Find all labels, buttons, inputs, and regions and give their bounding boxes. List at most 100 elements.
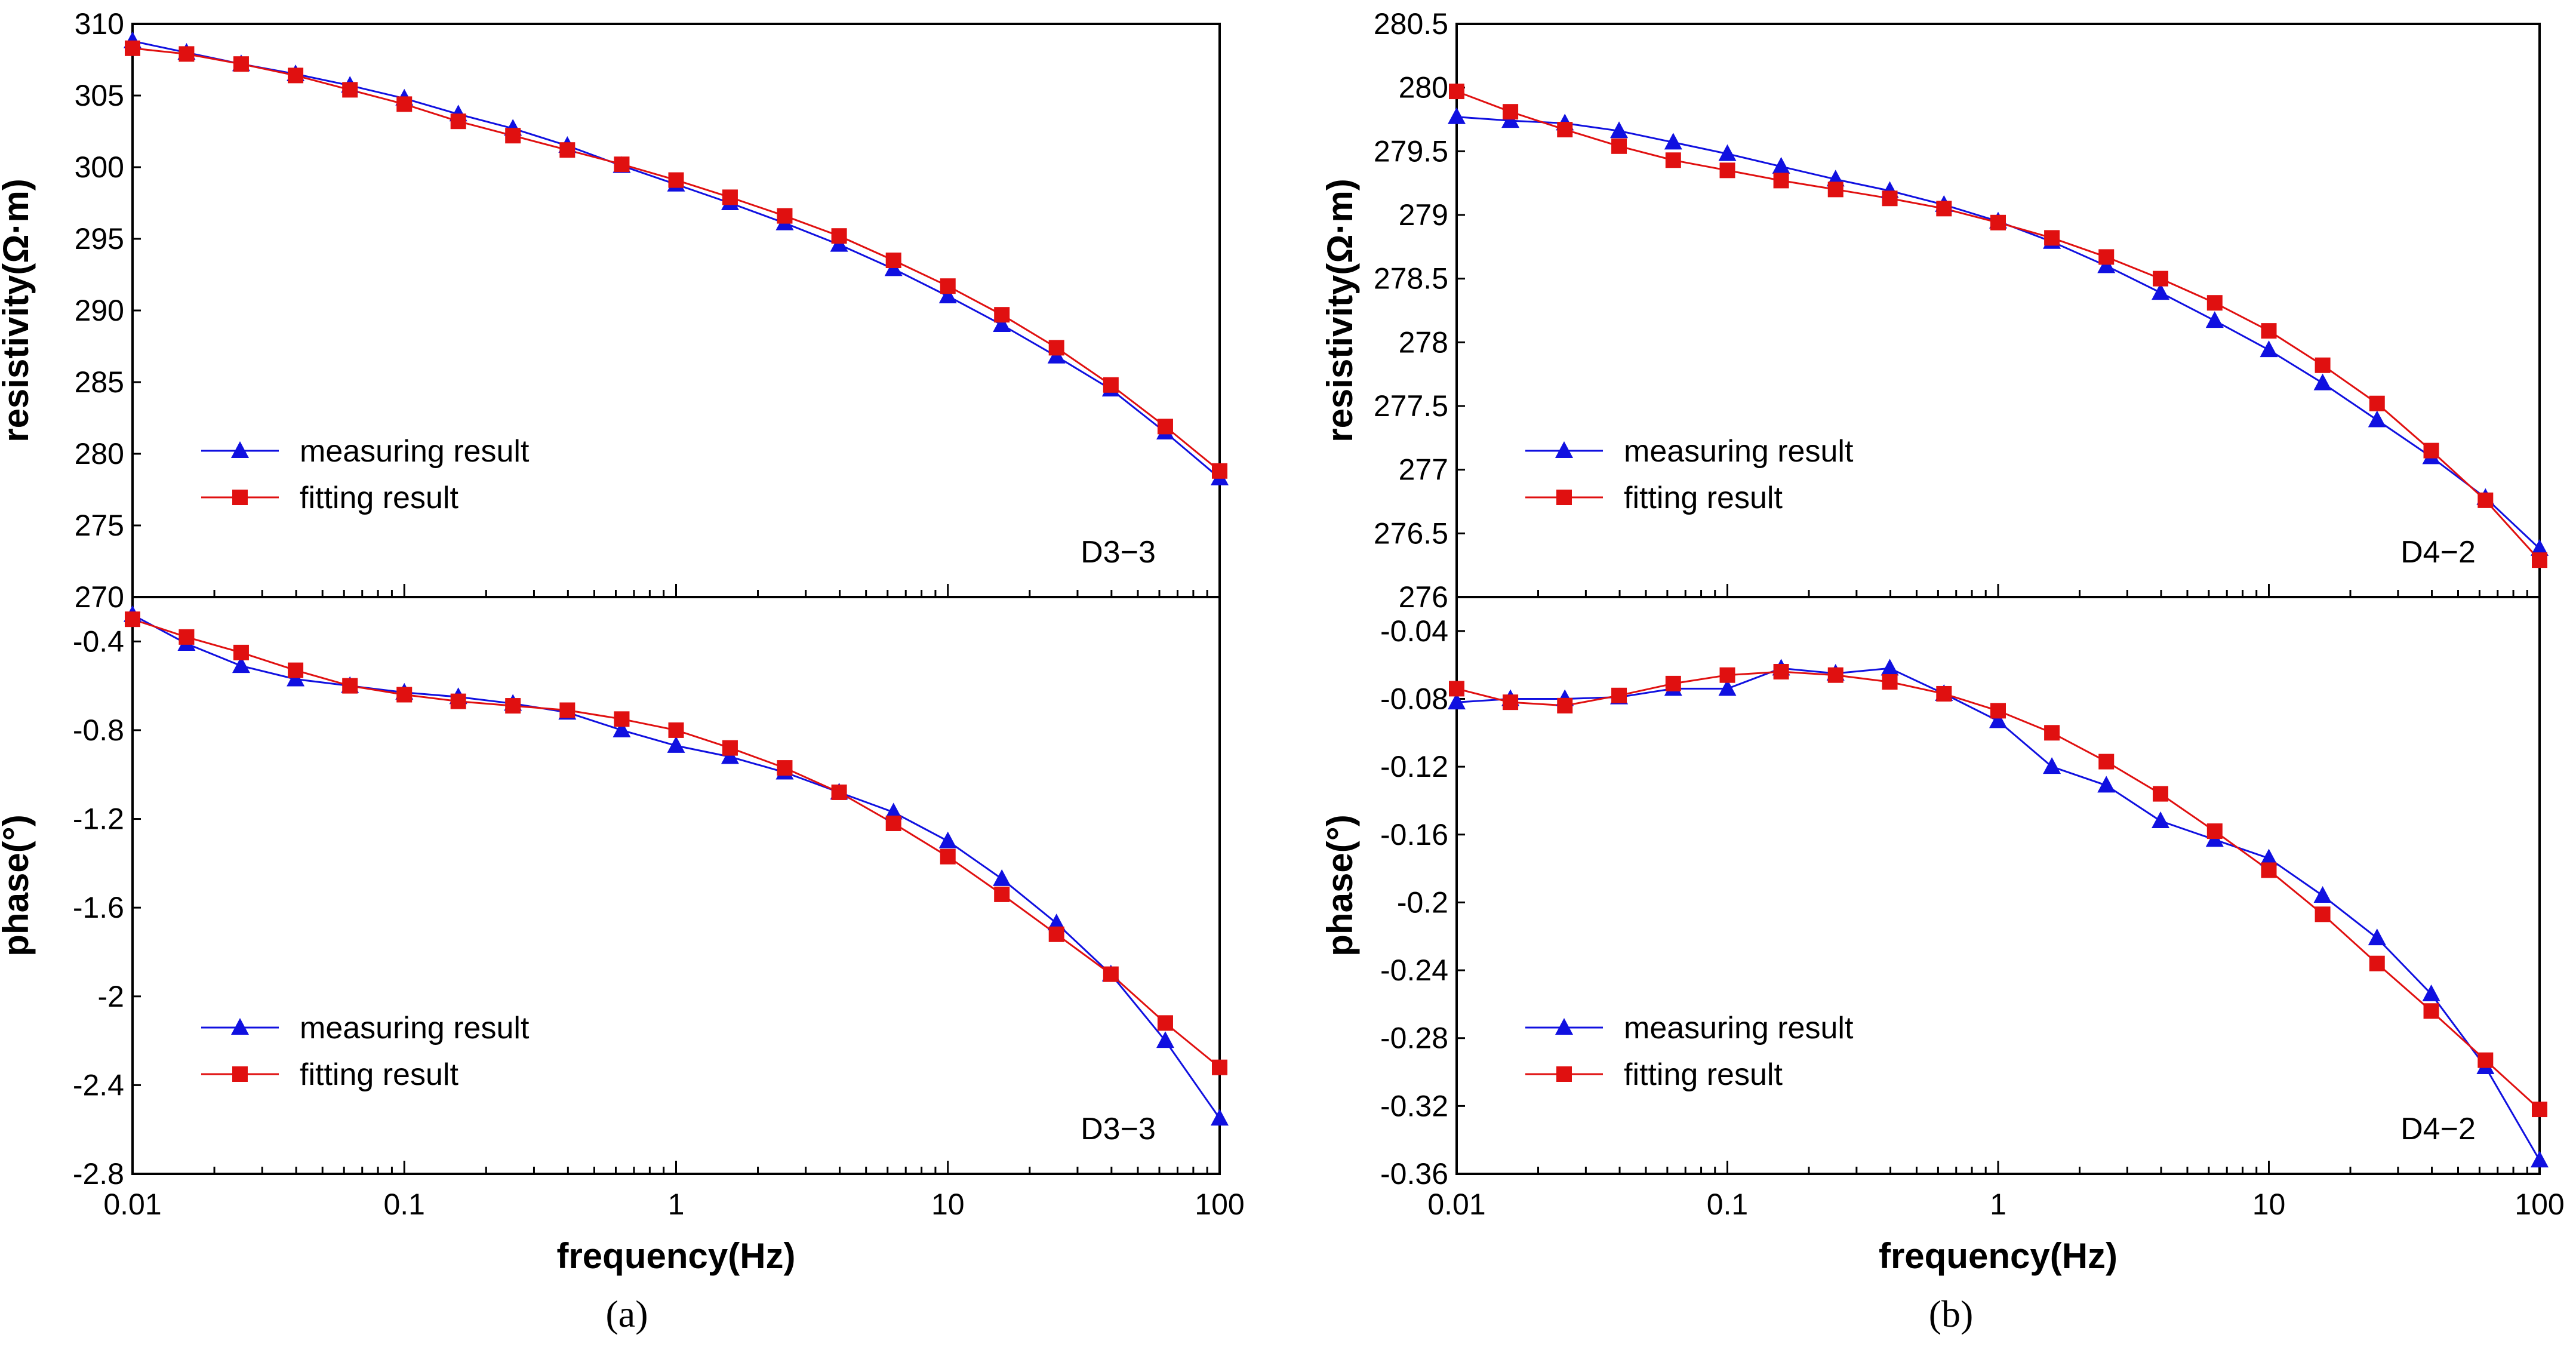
- chart-2-y-tick-label: 276: [1399, 580, 1448, 614]
- chart-1-y-tick-label: -0.8: [73, 714, 124, 747]
- chart-3-x-tick-label: 10: [2252, 1188, 2286, 1221]
- chart-0-fitting-point: [831, 228, 847, 244]
- chart-2-measuring-point: [1610, 121, 1629, 139]
- chart-1-fitting-point: [125, 611, 140, 628]
- chart-2-fitting-point: [1665, 152, 1681, 168]
- chart-1-fitting-point: [505, 698, 521, 714]
- chart-2-measuring-point: [2205, 311, 2224, 328]
- chart-2-fitting-point: [2153, 270, 2169, 287]
- chart-3-x-tick-label: 0.1: [1707, 1188, 1749, 1221]
- chart-0-y-tick-label: 270: [75, 580, 124, 614]
- chart-3-y-tick-label: -0.32: [1380, 1089, 1448, 1122]
- chart-0-fitting-point: [125, 40, 140, 56]
- chart-1-fitting-point: [940, 848, 956, 865]
- chart-3-y-tick-label: -0.12: [1380, 750, 1448, 783]
- chart-2-y-tick-label: 279: [1399, 198, 1448, 232]
- chart-2-fitting-point: [1936, 201, 1952, 217]
- chart-1-fitting-point: [288, 662, 304, 678]
- chart-3-fitting-point: [2044, 725, 2060, 741]
- chart-3-fitting-point: [2369, 955, 2385, 971]
- chart-1-measuring-point: [1047, 914, 1066, 931]
- chart-2-y-tick-label: 280.5: [1374, 7, 1448, 41]
- chart-1-measuring-point: [1156, 1031, 1174, 1048]
- chart-0-y-tick-label: 310: [75, 7, 124, 41]
- chart-3-measuring-point: [2260, 848, 2278, 866]
- chart-1-y-tick-label: -1.6: [73, 891, 124, 924]
- chart-2-measuring-point: [1448, 107, 1466, 124]
- chart-2-measuring-point: [2531, 539, 2549, 556]
- chart-0-fitting-point: [559, 142, 575, 158]
- chart-3-fitting-point: [2261, 862, 2277, 878]
- chart-0-y-tick-label: 300: [75, 150, 124, 184]
- chart-0-legend-label-measuring: measuring result: [300, 434, 530, 469]
- plot-b-bottom: -0.04 -0.08 -0.12 -0.16 -0.2 -0.24 -0.28 -0.32 -…: [1320, 596, 2565, 1276]
- chart-1-x-tick-label: 1: [668, 1188, 685, 1221]
- chart-2-measuring-point: [2152, 283, 2170, 300]
- chart-0-sample-label: D3−3: [1081, 535, 1156, 570]
- chart-1-fitting-point: [1048, 926, 1064, 942]
- chart-2-y-tick-label: 278: [1399, 325, 1448, 359]
- chart-3-fitting-point: [1773, 664, 1789, 680]
- chart-1-y-tick-label: -0.4: [73, 625, 124, 658]
- chart-0-legend-marker-measuring: [231, 441, 249, 458]
- chart-0-measuring-point: [993, 315, 1011, 332]
- chart-0-measuring-point: [938, 287, 957, 303]
- chart-2-fitting-point: [2315, 357, 2331, 373]
- chart-1-fitting-point: [559, 702, 575, 718]
- chart-1-x-tick-label: 100: [1195, 1188, 1244, 1221]
- chart-1-fitting-point: [777, 760, 793, 776]
- chart-0-fitting-point: [450, 113, 466, 130]
- chart-3-measuring-point: [1448, 693, 1466, 710]
- chart-1-legend-label-measuring: measuring result: [300, 1011, 530, 1045]
- chart-1-measuring-point: [1211, 1109, 1229, 1126]
- chart-1-measuring-point: [993, 869, 1011, 886]
- chart-2-fitting-point: [1827, 182, 1843, 198]
- chart-3-measuring-point: [2368, 928, 2386, 946]
- panel-label-b: (b): [1929, 1293, 1974, 1335]
- chart-2-fitting-point: [2261, 323, 2277, 339]
- chart-2-measuring-point: [1664, 133, 1682, 150]
- chart-2-fitting-point: [1719, 162, 1735, 179]
- chart-0-y-tick-label: 290: [75, 294, 124, 327]
- chart-2-y-tick-label: 277: [1399, 453, 1448, 487]
- chart-2-y-tick-label: 280: [1399, 71, 1448, 104]
- chart-3-fitting-point: [2098, 754, 2115, 770]
- chart-1-fitting-point: [450, 693, 466, 709]
- chart-2-y-tick-label: 277.5: [1374, 389, 1448, 423]
- chart-1-x-tick-label: 0.1: [383, 1188, 425, 1221]
- chart-3-legend-label-measuring: measuring result: [1624, 1011, 1854, 1045]
- chart-3-fitting-point: [2423, 1003, 2439, 1019]
- chart-0-fitting-point: [777, 208, 793, 224]
- chart-3-measuring-point: [2422, 984, 2440, 1001]
- chart-2-sample-label: D4−2: [2400, 535, 2476, 570]
- chart-1-fitting-point: [831, 784, 847, 800]
- chart-0-fitting-point: [614, 156, 630, 173]
- chart-3-y-tick-label: -0.2: [1397, 885, 1448, 919]
- chart-2-y-tick-label: 276.5: [1374, 516, 1448, 550]
- chart-1-fitting-point: [668, 722, 684, 738]
- chart-1-fitting-point: [396, 687, 413, 703]
- chart-3-fitting-point: [2206, 823, 2223, 839]
- chart-1-fitting-point: [342, 678, 358, 694]
- chart-0-fitting-point: [1103, 377, 1119, 393]
- chart-3-fitting-point: [1827, 667, 1843, 683]
- chart-0-fitting-point: [722, 189, 738, 205]
- chart-2-measuring-point: [1772, 156, 1790, 174]
- chart-0-y-tick-label: 280: [75, 437, 124, 470]
- chart-2-fitting-point: [2532, 552, 2547, 568]
- chart-2-measuring-point: [2260, 340, 2278, 358]
- chart-3-fitting-point: [1557, 697, 1573, 714]
- chart-1-measuring-point: [667, 736, 685, 753]
- chart-3-y-tick-label: -0.04: [1380, 614, 1448, 648]
- chart-1-fitting-point: [994, 886, 1010, 902]
- chart-3-y-tick-label: -0.36: [1380, 1157, 1448, 1191]
- chart-2-fitting-point: [1882, 190, 1898, 207]
- panel-b: 280.5 280 279.5 279 278.5 278 277.5 277 276.5 276…: [1320, 7, 2565, 1335]
- chart-2-measuring-point: [2313, 373, 2332, 390]
- chart-2-fitting-point: [2423, 442, 2439, 459]
- chart-2-y-axis-label: resistivity(Ω·m): [1320, 179, 1360, 442]
- chart-3-fitting-point: [1665, 675, 1681, 691]
- chart-3-fitting-point: [1719, 667, 1735, 683]
